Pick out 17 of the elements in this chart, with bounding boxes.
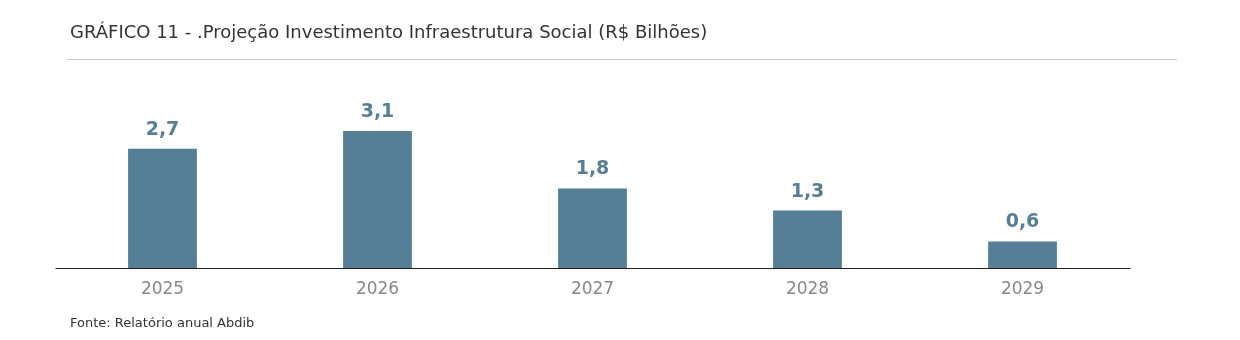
data-label: 1,8 — [575, 156, 610, 179]
x-tick-label: 2026 — [355, 277, 400, 298]
data-label: 3,1 — [360, 99, 395, 121]
bar — [773, 210, 842, 268]
bar — [128, 148, 197, 268]
data-label: 0,6 — [1005, 209, 1040, 232]
bar — [558, 188, 627, 268]
chart-title: GRÁFICO 11 - .Projeção Investimento Infraestrutura Social (R$ Bilhões) — [70, 21, 708, 42]
data-label: 2,7 — [145, 116, 180, 139]
bar — [343, 131, 412, 268]
data-label: 1,3 — [790, 178, 825, 201]
x-tick-label: 2028 — [785, 277, 830, 298]
x-tick-label: 2025 — [140, 277, 185, 298]
x-tick-label: 2027 — [570, 277, 615, 298]
bar — [988, 241, 1057, 268]
x-tick-label: 2029 — [1000, 277, 1045, 298]
source-note: Fonte: Relatório anual Abdib — [70, 315, 255, 330]
